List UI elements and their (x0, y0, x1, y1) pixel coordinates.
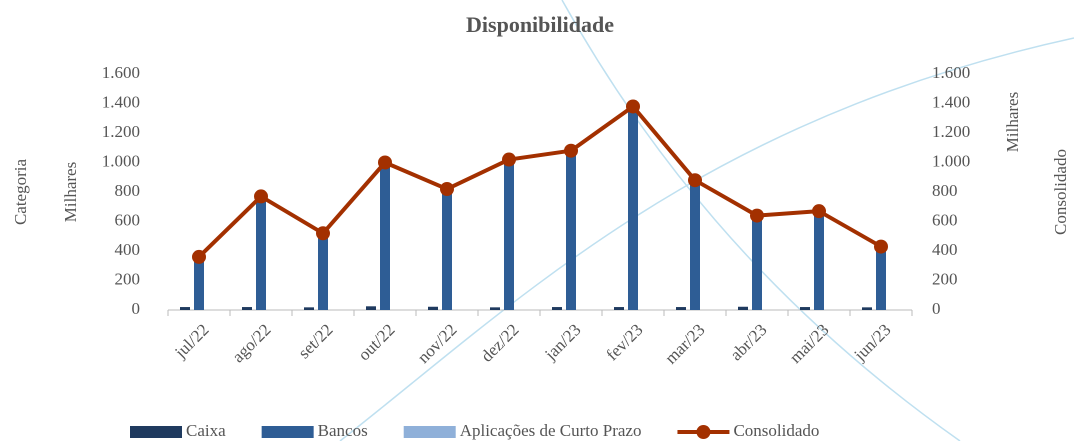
x-tick-label: jul/22 (170, 320, 212, 362)
x-tick-label: jan/23 (540, 320, 584, 364)
bar (814, 214, 824, 310)
bar (690, 183, 700, 310)
legend-swatch (696, 425, 711, 439)
y2-tick-label: 1.400 (932, 92, 970, 111)
x-tick-label: abr/23 (726, 320, 770, 364)
x-tick-label: fev/23 (602, 320, 646, 364)
y2-tick-label: 1.200 (932, 122, 970, 141)
y2-tick-label: 800 (932, 181, 958, 200)
bar (180, 307, 190, 310)
left-label: Categoria (11, 159, 30, 226)
bar (256, 199, 266, 310)
decor-curve (561, 0, 961, 441)
bar (504, 162, 514, 310)
bar (614, 307, 624, 310)
legend-label: Bancos (318, 421, 368, 440)
bar (876, 249, 886, 310)
y-tick-label: 200 (115, 269, 141, 288)
bar (862, 307, 872, 310)
bar (800, 307, 810, 310)
line (197, 104, 882, 259)
legend-swatch (130, 426, 182, 438)
bar (242, 307, 252, 310)
legend-label: Caixa (186, 421, 226, 440)
right-label: Consolidado (1051, 149, 1070, 235)
y2-tick-label: 400 (932, 240, 958, 259)
line-marker (626, 99, 640, 114)
bar (490, 307, 500, 310)
bar (552, 307, 562, 310)
x-tick-label: mai/23 (786, 320, 833, 367)
line-marker (688, 173, 702, 188)
x-tick-label: set/22 (294, 320, 336, 362)
y-tick-label: 1.600 (102, 63, 140, 82)
y2-axis-label: Milhares (1003, 92, 1022, 152)
y-tick-label: 800 (115, 181, 141, 200)
x-tick-label: out/22 (354, 320, 398, 364)
line-marker (316, 226, 330, 241)
y2-tick-label: 600 (932, 210, 958, 229)
legend-label: Consolidado (733, 421, 819, 440)
y2-tick-label: 1.000 (932, 151, 970, 170)
y-tick-label: 1.000 (102, 151, 140, 170)
bar (380, 166, 390, 310)
bar (628, 109, 638, 311)
x-tick-label: mar/23 (661, 320, 708, 367)
bar (304, 307, 314, 310)
y-tick-label: 1.400 (102, 92, 140, 111)
line-marker (192, 249, 206, 264)
y-tick-label: 400 (115, 240, 141, 259)
bar (442, 192, 452, 310)
bar (752, 218, 762, 310)
line-marker (378, 155, 392, 170)
x-tick-label: ago/22 (228, 320, 274, 366)
legend-swatch (403, 426, 456, 438)
bar (366, 306, 376, 310)
y-axis-label: Milhares (61, 162, 80, 222)
bar (676, 307, 686, 310)
bar (428, 306, 438, 310)
y-tick-label: 0 (132, 299, 141, 318)
x-tick-label: dez/22 (477, 320, 522, 365)
bar (318, 236, 328, 310)
legend-label: Aplicações de Curto Prazo (460, 421, 642, 440)
bar (566, 153, 576, 310)
line-marker (564, 143, 578, 158)
x-tick-label: nov/22 (414, 320, 461, 367)
legend-swatch (261, 426, 314, 438)
x-tick-label: jun/23 (850, 320, 895, 365)
y2-tick-label: 0 (932, 299, 941, 318)
chart-title: Disponibilidade (466, 12, 614, 37)
line-marker (874, 239, 888, 254)
line-marker (254, 189, 268, 204)
line-marker (502, 152, 516, 167)
y2-tick-label: 1.600 (932, 63, 970, 82)
line-marker (750, 208, 764, 223)
bar (738, 306, 748, 310)
y2-tick-label: 200 (932, 269, 958, 288)
y-tick-label: 1.200 (102, 122, 140, 141)
bar (194, 259, 204, 310)
line-marker (812, 204, 826, 219)
line-marker (440, 182, 454, 197)
y-tick-label: 600 (115, 210, 141, 229)
